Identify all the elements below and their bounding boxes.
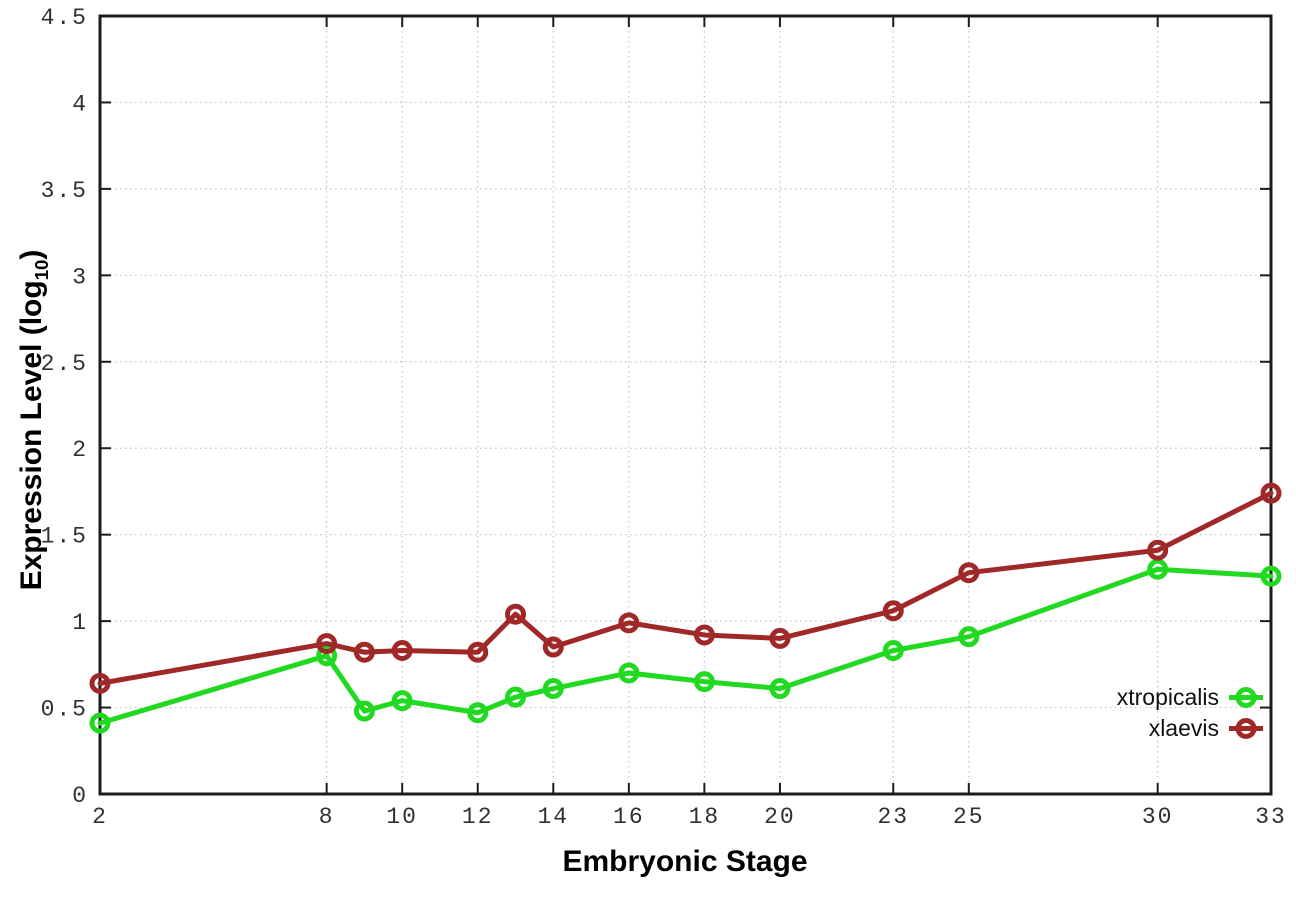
data-point-xtropicalis — [89, 712, 111, 734]
data-point-xlaevis — [882, 600, 904, 622]
y-tick-label: 4 — [72, 91, 88, 117]
data-point-xtropicalis — [353, 700, 375, 722]
legend-entry-xlaevis: xlaevis — [1117, 714, 1264, 743]
data-point-xtropicalis — [618, 662, 640, 684]
x-tick-label: 25 — [953, 804, 985, 830]
y-tick-label: 2.5 — [41, 351, 88, 377]
data-point-xlaevis — [89, 672, 111, 694]
data-point-xtropicalis — [542, 678, 564, 700]
y-tick-label: 1.5 — [41, 524, 88, 550]
legend-label: xlaevis — [1148, 715, 1219, 741]
data-point-xtropicalis — [882, 640, 904, 662]
x-tick-label: 10 — [386, 804, 418, 830]
y-axis-title-subscript: 10 — [30, 259, 52, 281]
data-point-xlaevis — [1260, 482, 1282, 504]
x-tick-label: 16 — [613, 804, 645, 830]
x-tick-label: 2 — [92, 804, 108, 830]
x-tick-label: 30 — [1142, 804, 1174, 830]
data-point-xlaevis — [618, 612, 640, 634]
x-tick-label: 23 — [877, 804, 909, 830]
y-tick-label: 0 — [72, 783, 88, 809]
data-point-xlaevis — [693, 624, 715, 646]
y-tick-label: 2 — [72, 437, 88, 463]
x-tick-label: 33 — [1255, 804, 1287, 830]
line-circle-marker-icon — [1229, 687, 1263, 708]
data-point-xlaevis — [391, 640, 413, 662]
data-point-xtropicalis — [467, 702, 489, 724]
y-tick-label: 3 — [72, 264, 88, 290]
x-tick-label: 18 — [689, 804, 721, 830]
data-point-xtropicalis — [958, 626, 980, 648]
data-point-xlaevis — [769, 627, 791, 649]
data-point-xlaevis — [1147, 539, 1169, 561]
data-point-xtropicalis — [769, 678, 791, 700]
data-point-xlaevis — [353, 641, 375, 663]
legend-label: xtropicalis — [1116, 684, 1219, 710]
line-circle-marker-icon — [1229, 718, 1263, 739]
y-tick-label: 3.5 — [41, 178, 88, 204]
series-line-xlaevis — [97, 490, 1274, 686]
data-point-xtropicalis — [391, 690, 413, 712]
data-point-xlaevis — [505, 603, 527, 625]
y-axis-title: Expression Level (log10) — [15, 249, 52, 591]
data-point-xtropicalis — [316, 645, 338, 667]
data-point-xtropicalis — [1147, 558, 1169, 580]
data-point-xlaevis — [467, 641, 489, 663]
y-tick-label: 4.5 — [41, 5, 88, 31]
x-tick-label: 12 — [462, 804, 494, 830]
data-point-xlaevis — [958, 562, 980, 584]
x-tick-label: 20 — [764, 804, 796, 830]
x-tick-label: 14 — [537, 804, 569, 830]
y-tick-label: 0.5 — [41, 697, 88, 723]
data-point-xlaevis — [542, 636, 564, 658]
legend-entry-xtropicalis: xtropicalis — [1117, 683, 1264, 712]
data-point-xtropicalis — [1260, 565, 1282, 587]
data-point-xtropicalis — [505, 686, 527, 708]
y-axis-title-close: ) — [15, 249, 48, 260]
x-tick-label: 8 — [319, 804, 335, 830]
x-axis-title: Embryonic Stage — [562, 845, 808, 878]
data-point-xtropicalis — [693, 671, 715, 693]
series-line-xtropicalis — [97, 566, 1274, 726]
y-tick-label: 1 — [72, 610, 88, 636]
plot-border — [98, 14, 1273, 796]
y-axis-title-main: Expression Level (log — [15, 280, 48, 591]
legend: xtropicalis xlaevis — [1117, 683, 1264, 743]
data-point-xlaevis — [316, 633, 338, 655]
